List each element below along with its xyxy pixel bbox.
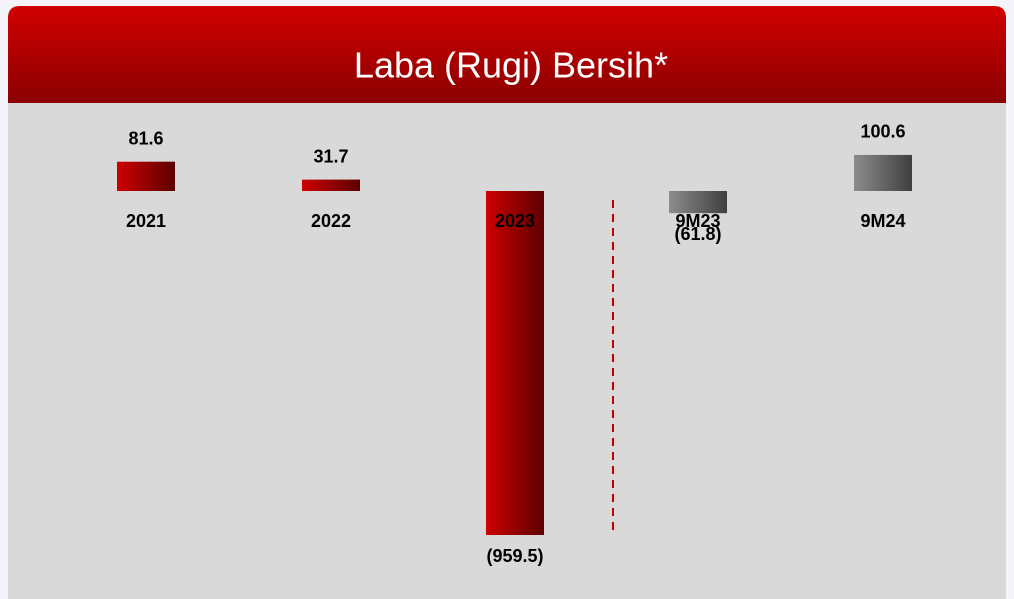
- x-tick-label: 2022: [311, 211, 351, 231]
- header: [8, 6, 1006, 103]
- bar-shade: [669, 191, 727, 214]
- bar-shade: [854, 154, 912, 191]
- x-tick-label: 2023: [495, 211, 535, 231]
- x-tick-label: 9M24: [860, 211, 905, 231]
- bar-shade: [486, 191, 544, 535]
- value-label: 100.6: [860, 122, 905, 142]
- chart-title: Laba (Rugi) Bersih*: [354, 45, 668, 86]
- value-label: 81.6: [128, 128, 163, 148]
- value-label: 31.7: [313, 146, 348, 166]
- x-tick-label: 2021: [126, 211, 166, 231]
- x-tick-label: 9M23: [675, 211, 720, 231]
- value-label: (61.8): [674, 224, 721, 244]
- bar-shade: [117, 161, 175, 191]
- bar-shade: [302, 179, 360, 191]
- value-label: (959.5): [486, 546, 543, 566]
